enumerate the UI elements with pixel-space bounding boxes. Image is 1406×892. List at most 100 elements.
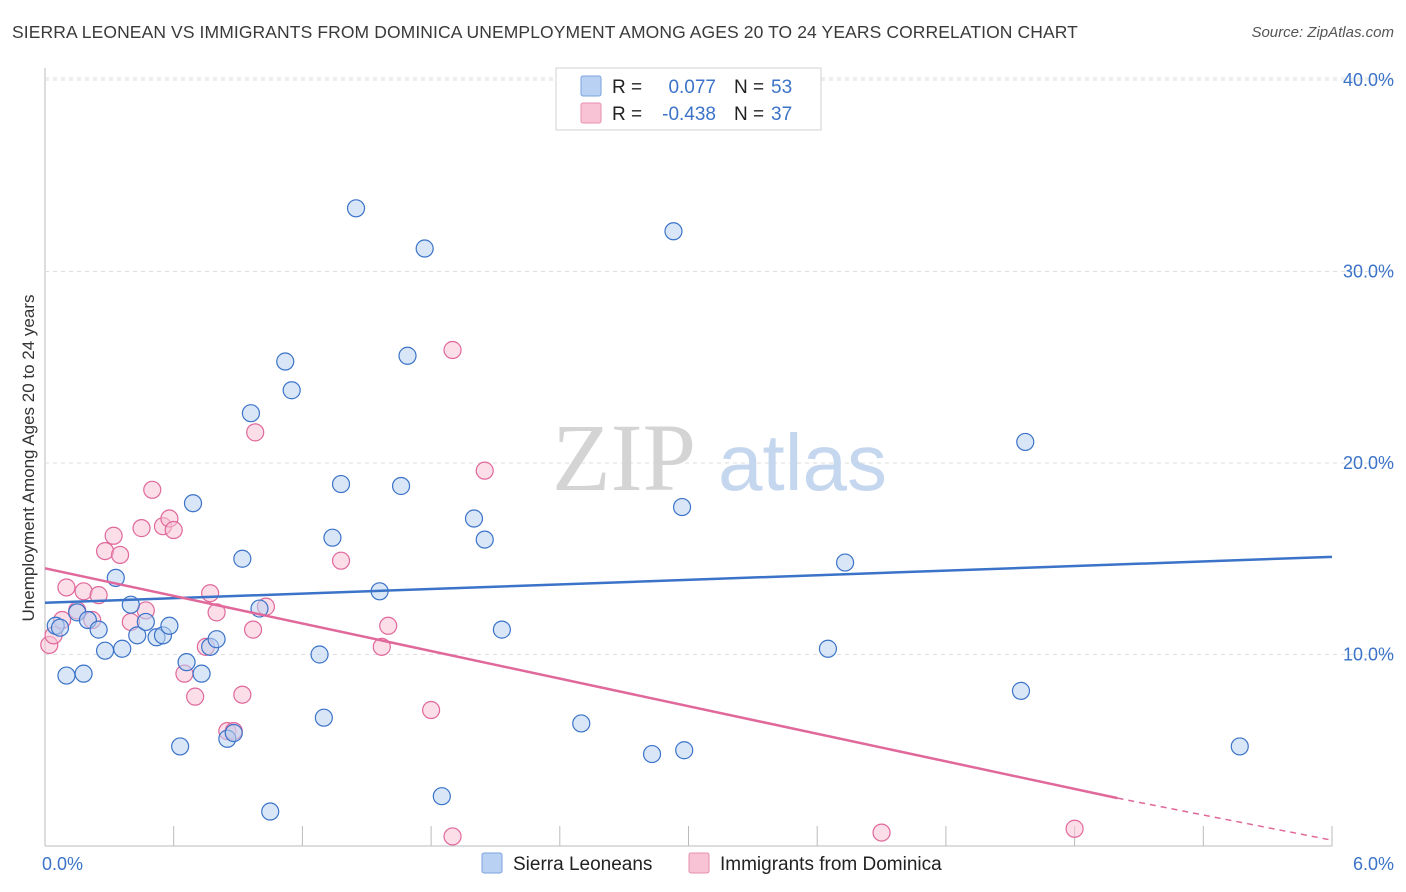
x-ticks xyxy=(44,826,1333,846)
x-tick-label-max: 6.0% xyxy=(1353,854,1394,874)
dominica-trend-extension xyxy=(1117,797,1333,841)
legend-n-value-pink: 37 xyxy=(771,104,792,125)
sierra-point xyxy=(50,618,70,637)
sierra-point xyxy=(171,737,190,756)
sierra-point xyxy=(432,787,451,806)
dominica-point xyxy=(57,578,76,597)
sierra-point xyxy=(398,346,417,365)
legend-swatch-pink xyxy=(580,102,602,124)
dominica-point xyxy=(331,551,351,570)
series-legend-label-blue: Sierra Leoneans xyxy=(513,854,652,875)
watermark-atlas: atlas xyxy=(718,418,887,507)
dominica-point xyxy=(89,586,108,605)
sierra-point xyxy=(672,497,692,517)
dominica-point xyxy=(95,541,115,561)
legend-r-label-blue: R = xyxy=(612,77,642,98)
sierra-point xyxy=(241,404,261,423)
sierra-point xyxy=(314,708,333,727)
sierra-point xyxy=(675,741,694,760)
gridlines xyxy=(45,77,1394,655)
sierra-point xyxy=(475,530,494,549)
sierra-point xyxy=(492,620,511,639)
dominica-point xyxy=(233,685,252,704)
sierra-trend-line xyxy=(44,555,1333,605)
x-tick-label-min: 0.0% xyxy=(42,854,83,874)
sierra-point xyxy=(818,639,838,658)
legend-r-value-blue: 0.077 xyxy=(668,77,716,98)
sierra-point xyxy=(261,802,280,821)
sierra-point xyxy=(57,666,76,685)
dominica-point xyxy=(379,616,398,635)
sierra-point xyxy=(282,381,301,400)
sierra-point xyxy=(464,509,484,528)
sierra-point xyxy=(391,476,411,496)
sierra-point xyxy=(177,653,196,672)
trend-lines xyxy=(44,555,1333,841)
sierra-point xyxy=(224,723,243,743)
sierra-point xyxy=(74,664,93,683)
dominica-point xyxy=(74,582,93,601)
y-tick-label: 10.0% xyxy=(1343,645,1394,665)
series-sierra-points xyxy=(46,199,1249,821)
dominica-point xyxy=(1065,819,1084,838)
dominica-point xyxy=(246,423,265,442)
dominica-point xyxy=(475,461,494,480)
legend-n-label-blue: N = xyxy=(734,77,764,98)
sierra-point xyxy=(95,641,115,660)
dominica-point xyxy=(132,519,151,538)
dominica-point xyxy=(104,526,123,545)
dominica-point xyxy=(243,620,263,639)
sierra-point xyxy=(233,549,252,568)
chart-source: Source: ZipAtlas.com xyxy=(1251,24,1394,41)
dominica-point xyxy=(443,340,462,360)
chart-title: SIERRA LEONEAN VS IMMIGRANTS FROM DOMINI… xyxy=(12,22,1078,42)
watermark-zip: ZIP xyxy=(552,404,696,511)
sierra-point xyxy=(207,630,226,649)
y-tick-labels: 10.0% 20.0% 30.0% 40.0% xyxy=(1343,70,1394,665)
dominica-point xyxy=(422,700,441,720)
sierra-point xyxy=(1016,432,1035,452)
sierra-point xyxy=(346,199,366,218)
dominica-point xyxy=(872,823,891,842)
series-legend-swatch-pink xyxy=(688,852,710,874)
legend-n-value-blue: 53 xyxy=(771,77,792,98)
sierra-point xyxy=(192,664,211,683)
y-tick-label: 30.0% xyxy=(1343,262,1394,282)
sierra-point xyxy=(128,626,147,645)
sierra-point xyxy=(183,494,203,513)
dominica-point xyxy=(164,520,183,540)
sierra-point xyxy=(331,474,351,494)
sierra-point xyxy=(642,744,662,764)
sierra-point xyxy=(415,239,434,258)
sierra-point xyxy=(572,714,591,733)
dominica-point xyxy=(143,480,162,499)
sierra-point xyxy=(1230,737,1249,756)
dominica-point xyxy=(110,545,130,565)
series-legend: Sierra Leoneans Immigrants from Dominica xyxy=(481,852,942,875)
y-tick-label: 40.0% xyxy=(1343,70,1394,90)
sierra-point xyxy=(1011,681,1031,700)
sierra-point xyxy=(113,639,132,658)
legend-swatch-blue xyxy=(580,75,602,97)
dominica-point xyxy=(186,687,205,706)
sierra-point xyxy=(835,553,855,572)
legend-r-label-pink: R = xyxy=(612,104,642,125)
series-legend-label-pink: Immigrants from Dominica xyxy=(720,854,942,875)
dominica-point xyxy=(443,827,462,846)
y-axis-title: Unemployment Among Ages 20 to 24 years xyxy=(19,295,38,622)
correlation-legend: R = 0.077 N = 53 R = -0.438 N = 37 xyxy=(555,67,822,131)
sierra-point xyxy=(323,528,342,547)
watermark: ZIP atlas xyxy=(552,404,887,511)
sierra-point xyxy=(664,222,683,241)
dominica-point xyxy=(201,584,220,603)
dominica-trend-line xyxy=(44,567,1118,800)
sierra-point xyxy=(136,612,155,632)
legend-n-label-pink: N = xyxy=(734,104,764,125)
y-tick-label: 20.0% xyxy=(1343,453,1394,473)
sierra-point xyxy=(310,645,329,664)
sierra-point xyxy=(276,352,295,371)
sierra-point xyxy=(89,620,108,639)
legend-r-value-pink: -0.438 xyxy=(662,104,716,125)
sierra-point xyxy=(160,616,179,635)
